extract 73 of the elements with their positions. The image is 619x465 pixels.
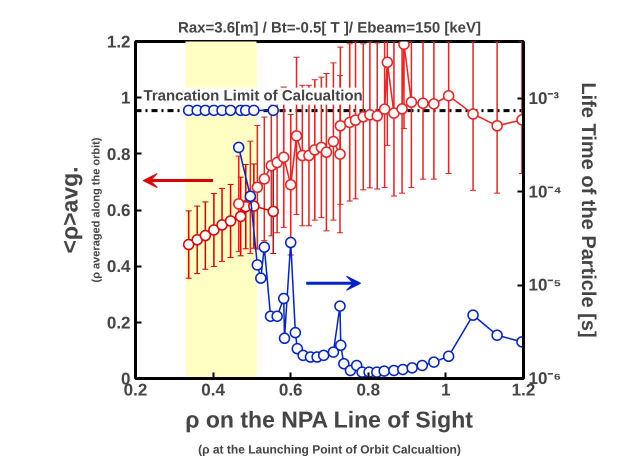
point xyxy=(328,136,340,148)
point xyxy=(252,182,264,193)
y-tick-label: 0.8 xyxy=(106,144,131,164)
point xyxy=(232,198,244,210)
point xyxy=(328,346,340,358)
point xyxy=(255,272,267,284)
point xyxy=(278,292,290,304)
point xyxy=(397,364,409,376)
point xyxy=(232,142,244,154)
point xyxy=(258,173,270,185)
point xyxy=(378,103,390,115)
ref-line-label: Trancation Limit of Calcualtion xyxy=(144,88,363,105)
y2-tick-label: 10⁻⁵ xyxy=(528,276,562,295)
point xyxy=(278,332,290,344)
y-axis-title: <ρ>avg. xyxy=(56,166,82,254)
point xyxy=(267,206,279,218)
point xyxy=(378,365,390,377)
x-axis-title: ρ on the NPA Line of Sight xyxy=(185,406,474,432)
y2-tick-label: 10⁻³ xyxy=(528,89,560,108)
point xyxy=(334,120,346,132)
x-tick-label: 0.6 xyxy=(278,380,303,400)
point xyxy=(191,234,203,246)
point xyxy=(467,108,479,120)
point xyxy=(417,98,429,110)
point xyxy=(491,120,503,132)
point xyxy=(428,356,440,368)
y-tick-label: 0.4 xyxy=(106,257,132,276)
point xyxy=(334,148,346,160)
y2-tick-label: 10⁻⁴ xyxy=(528,182,562,202)
point xyxy=(224,215,236,227)
point xyxy=(200,230,212,242)
point xyxy=(234,210,246,222)
point xyxy=(334,300,346,312)
point xyxy=(382,56,394,68)
point xyxy=(416,360,428,372)
point xyxy=(284,236,296,248)
point xyxy=(278,151,290,163)
point xyxy=(371,110,383,122)
point xyxy=(388,107,400,119)
point xyxy=(290,326,302,338)
text: (ρ at the Launching Point of Orbit Calcualtion) xyxy=(198,442,461,456)
y2-axis-title: Life Time of the Particle [s] xyxy=(576,82,599,338)
point xyxy=(252,259,264,271)
point xyxy=(208,224,220,236)
chart-title: Rax=3.6[m] / Bt=-0.5[ T ]/ Ebeam=150 [keV] xyxy=(178,20,482,36)
text: (ρ averaged along the orbit) xyxy=(90,137,102,282)
y-tick-label: 1 xyxy=(121,88,131,108)
x-tick-label: 0.4 xyxy=(201,380,226,400)
point xyxy=(318,350,330,362)
point xyxy=(338,358,350,370)
point xyxy=(442,90,454,102)
point xyxy=(284,178,296,190)
x-tick-label: 1 xyxy=(441,380,451,400)
point xyxy=(216,219,228,231)
point xyxy=(396,103,408,115)
point xyxy=(335,340,346,352)
point xyxy=(428,98,440,110)
point xyxy=(248,104,260,116)
point xyxy=(320,146,332,158)
point xyxy=(271,310,283,322)
point xyxy=(267,104,279,116)
point xyxy=(406,362,418,374)
point xyxy=(224,104,236,116)
y-tick-label: 1.2 xyxy=(106,32,131,52)
point xyxy=(290,130,302,142)
point xyxy=(442,350,454,362)
point xyxy=(406,96,418,108)
point xyxy=(182,238,194,250)
x-tick-label: 0.8 xyxy=(356,380,380,400)
y-tick-label: 0.2 xyxy=(106,313,131,332)
point xyxy=(467,309,479,321)
y-tick-label: 0.6 xyxy=(106,201,131,220)
point xyxy=(491,329,503,341)
